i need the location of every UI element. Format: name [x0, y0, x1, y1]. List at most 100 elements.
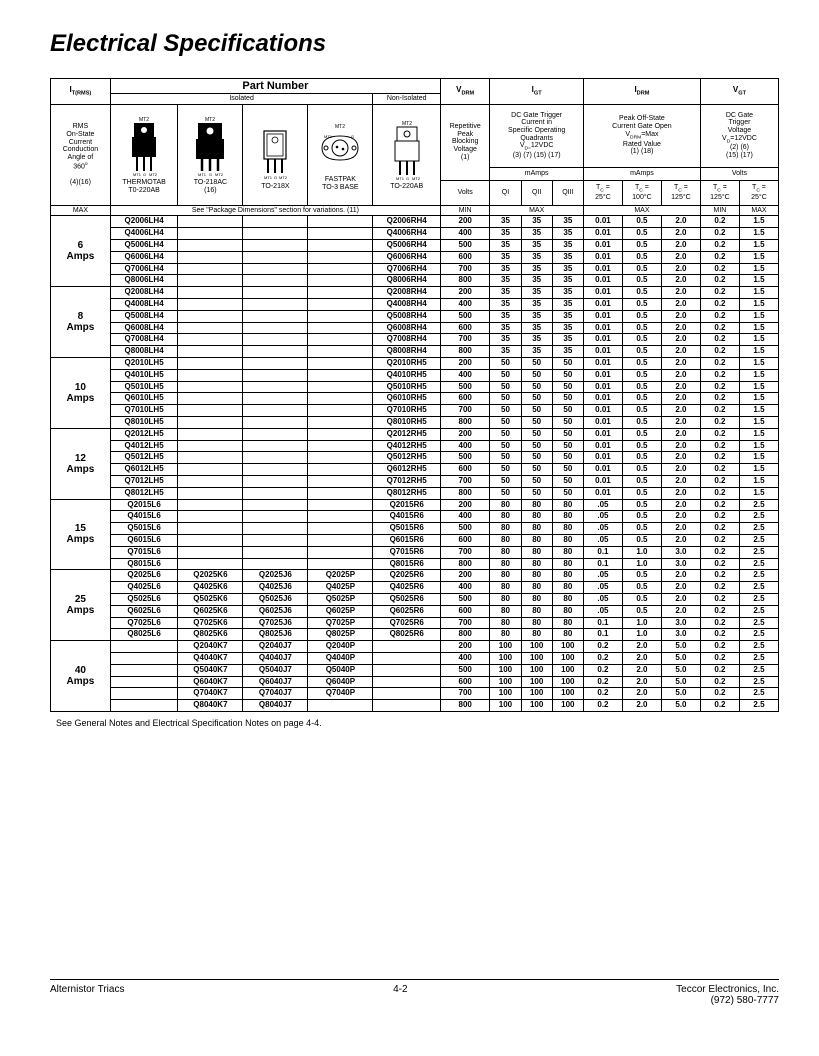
part-number	[110, 641, 178, 653]
cell-vgt: 0.2	[700, 393, 739, 405]
cell-idrm: 0.5	[622, 417, 661, 429]
part-number	[243, 417, 308, 429]
lbl-tc25-b: TC =25°C	[739, 180, 778, 205]
cell-vgt: 1.5	[739, 240, 778, 252]
cell-idrm: 0.01	[583, 287, 622, 299]
cell-igt: 80	[521, 570, 552, 582]
part-number: Q5040K7	[178, 664, 243, 676]
cell-volts: 800	[440, 487, 489, 499]
cell-idrm: 0.01	[583, 358, 622, 370]
cell-igt: 100	[552, 676, 583, 688]
cell-volts: 600	[440, 393, 489, 405]
cell-igt: 100	[521, 652, 552, 664]
part-number: Q6025L6	[110, 605, 178, 617]
cell-vgt: 0.2	[700, 310, 739, 322]
cell-idrm: 0.5	[622, 393, 661, 405]
cell-volts: 400	[440, 440, 489, 452]
cell-igt: 35	[521, 322, 552, 334]
cell-vgt: 0.2	[700, 476, 739, 488]
cell-igt: 50	[521, 381, 552, 393]
cell-vgt: 0.2	[700, 617, 739, 629]
part-number	[178, 263, 243, 275]
part-number	[178, 393, 243, 405]
lbl-tc125-b: TC =125°C	[700, 180, 739, 205]
part-number	[373, 676, 441, 688]
cell-idrm: .05	[583, 499, 622, 511]
cell-igt: 50	[552, 428, 583, 440]
part-number: Q6025R6	[373, 605, 441, 617]
part-number: Q4006LH4	[110, 228, 178, 240]
part-number	[308, 263, 373, 275]
cell-igt: 80	[490, 629, 521, 641]
hdr-partnumber: Part Number	[110, 79, 440, 94]
part-number	[308, 405, 373, 417]
cell-igt: 35	[521, 334, 552, 346]
cell-idrm: 1.0	[622, 629, 661, 641]
cell-idrm: 0.2	[583, 664, 622, 676]
part-number	[178, 299, 243, 311]
cell-idrm: 0.5	[622, 593, 661, 605]
part-number: Q5025K6	[178, 593, 243, 605]
part-number: Q4025J6	[243, 582, 308, 594]
cell-vgt: 1.5	[739, 334, 778, 346]
cell-igt: 80	[490, 617, 521, 629]
cell-idrm: 1.0	[622, 558, 661, 570]
lbl-tc125-a: TC =125°C	[661, 180, 700, 205]
part-number: Q8010LH5	[110, 417, 178, 429]
cell-idrm: 0.1	[583, 558, 622, 570]
cell-vgt: 2.5	[739, 664, 778, 676]
part-number: Q6015R6	[373, 534, 441, 546]
cell-vgt: 0.2	[700, 358, 739, 370]
cell-vgt: 1.5	[739, 346, 778, 358]
pkg-fastpak: MT2 MT1 G FASTPAKTO-3 BASE	[308, 104, 373, 205]
part-number	[243, 558, 308, 570]
page-footer: Alternistor Triacs 4-2 Teccor Electronic…	[50, 979, 779, 1006]
part-number	[308, 417, 373, 429]
cell-vgt: 1.5	[739, 476, 778, 488]
part-number: Q6006RH4	[373, 251, 441, 263]
cell-vgt: 0.2	[700, 523, 739, 535]
part-number	[178, 240, 243, 252]
lbl-max-1: MAX	[51, 205, 111, 216]
cell-vgt: 0.2	[700, 322, 739, 334]
cell-vgt: 0.2	[700, 251, 739, 263]
cell-igt: 80	[552, 617, 583, 629]
part-number: Q2025L6	[110, 570, 178, 582]
cell-idrm: 0.01	[583, 299, 622, 311]
cell-igt: 35	[552, 251, 583, 263]
cell-idrm: 1.0	[622, 546, 661, 558]
cell-vgt: 0.2	[700, 593, 739, 605]
cell-volts: 600	[440, 464, 489, 476]
part-number: Q2006LH4	[110, 216, 178, 228]
vdrm-desc: RepetitivePeakBlockingVoltage(1)	[440, 104, 489, 180]
part-number: Q8025J6	[243, 629, 308, 641]
part-number	[308, 381, 373, 393]
part-number: Q5015L6	[110, 523, 178, 535]
cell-igt: 80	[552, 582, 583, 594]
part-number	[308, 499, 373, 511]
cell-igt: 80	[521, 558, 552, 570]
cell-vgt: 0.2	[700, 417, 739, 429]
cell-idrm: 2.0	[622, 700, 661, 712]
part-number	[178, 428, 243, 440]
part-number: Q8040J7	[243, 700, 308, 712]
lbl-max-4: MAX	[739, 205, 778, 216]
cell-volts: 200	[440, 358, 489, 370]
part-number	[243, 499, 308, 511]
part-number	[373, 641, 441, 653]
cell-volts: 800	[440, 417, 489, 429]
cell-igt: 50	[490, 476, 521, 488]
cell-igt: 50	[552, 417, 583, 429]
part-number	[178, 487, 243, 499]
part-number	[178, 310, 243, 322]
cell-igt: 50	[490, 369, 521, 381]
lbl-volts-1: Volts	[700, 167, 778, 180]
cell-idrm: 2.0	[661, 369, 700, 381]
part-number	[178, 216, 243, 228]
part-number	[243, 440, 308, 452]
cell-idrm: 0.1	[583, 629, 622, 641]
cell-vgt: 0.2	[700, 570, 739, 582]
cell-vgt: 1.5	[739, 216, 778, 228]
cell-igt: 35	[521, 346, 552, 358]
cell-idrm: 0.01	[583, 452, 622, 464]
